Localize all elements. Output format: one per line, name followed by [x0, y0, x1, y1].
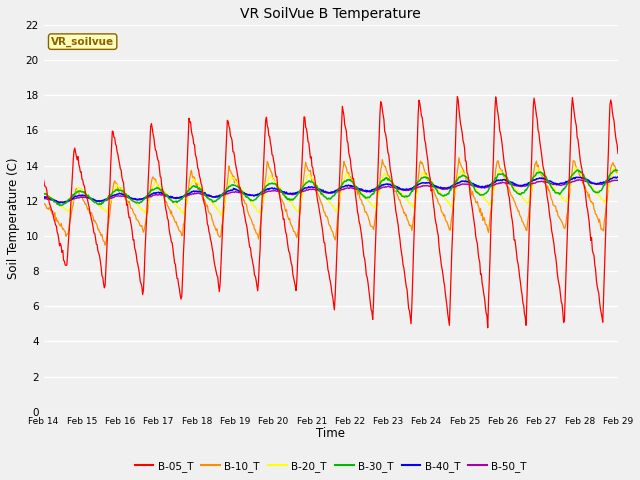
- Y-axis label: Soil Temperature (C): Soil Temperature (C): [7, 157, 20, 279]
- X-axis label: Time: Time: [316, 427, 345, 440]
- Legend: B-05_T, B-10_T, B-20_T, B-30_T, B-40_T, B-50_T: B-05_T, B-10_T, B-20_T, B-30_T, B-40_T, …: [131, 457, 531, 476]
- Title: VR SoilVue B Temperature: VR SoilVue B Temperature: [241, 7, 421, 21]
- Text: VR_soilvue: VR_soilvue: [51, 36, 114, 47]
